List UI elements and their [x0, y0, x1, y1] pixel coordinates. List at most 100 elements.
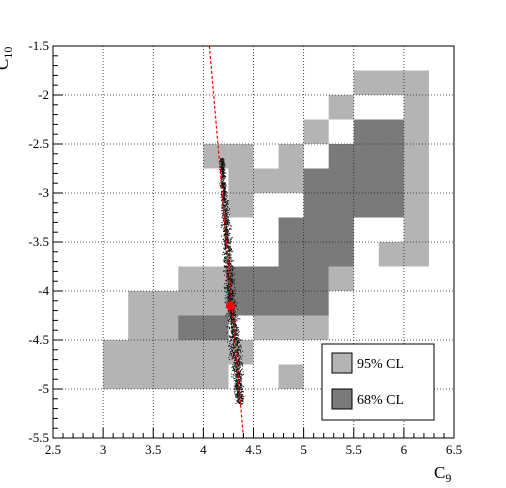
- scan-point: [231, 273, 233, 275]
- scan-point: [222, 175, 224, 177]
- scan-point: [230, 276, 232, 278]
- scan-point: [231, 353, 233, 355]
- scan-point: [223, 196, 225, 198]
- scan-point: [226, 212, 228, 214]
- scan-point: [227, 285, 229, 287]
- scan-point: [233, 353, 235, 355]
- scan-point: [228, 235, 230, 237]
- scan-point: [231, 291, 233, 293]
- scan-point: [232, 343, 234, 345]
- scan-point: [241, 385, 243, 387]
- scan-point: [225, 187, 227, 189]
- scan-point: [236, 319, 238, 321]
- x-tick-label: 3: [100, 442, 107, 457]
- scan-point: [239, 344, 241, 346]
- scan-point: [238, 369, 240, 371]
- scan-point: [224, 301, 226, 303]
- scan-point: [228, 245, 230, 247]
- scan-point: [230, 314, 232, 316]
- scan-point: [230, 336, 232, 338]
- scan-point: [235, 403, 237, 405]
- scan-point: [224, 212, 226, 214]
- scan-point: [223, 204, 225, 206]
- scan-point: [238, 376, 240, 378]
- scan-point: [235, 306, 237, 308]
- scan-point: [236, 341, 238, 343]
- scan-point: [233, 295, 235, 297]
- scan-point: [231, 273, 233, 275]
- scan-point: [226, 240, 228, 242]
- scan-point: [230, 299, 232, 301]
- x-tick-label: 5.5: [346, 442, 362, 457]
- scan-point: [234, 324, 236, 326]
- scan-point: [230, 329, 232, 331]
- scan-point: [226, 258, 228, 260]
- scan-point: [232, 313, 234, 315]
- scan-point: [226, 256, 228, 258]
- scan-point: [224, 258, 226, 260]
- scan-point: [226, 275, 228, 277]
- scan-point: [229, 247, 231, 249]
- scan-point: [224, 182, 226, 184]
- scan-point: [239, 366, 241, 368]
- scan-point: [231, 284, 233, 286]
- scan-point: [224, 206, 226, 208]
- scan-point: [227, 274, 229, 276]
- scan-point: [236, 376, 238, 378]
- scan-point: [225, 229, 227, 231]
- scan-point: [231, 271, 233, 273]
- scan-point: [226, 205, 228, 207]
- scan-point: [222, 177, 224, 179]
- scan-point: [237, 361, 239, 363]
- scan-point: [220, 185, 222, 187]
- scan-point: [222, 163, 224, 165]
- x-tick-label: 3.5: [145, 442, 161, 457]
- scan-point: [222, 171, 224, 173]
- scan-point: [240, 390, 242, 392]
- scan-point: [223, 187, 225, 189]
- scan-point: [222, 174, 224, 176]
- scan-point: [232, 374, 234, 376]
- scan-point: [230, 338, 232, 340]
- scan-point: [227, 313, 229, 315]
- scan-point: [225, 204, 227, 206]
- scan-point: [230, 314, 232, 316]
- scan-point: [231, 259, 233, 261]
- scan-point: [239, 392, 241, 394]
- scan-point: [221, 169, 223, 171]
- scan-point: [225, 218, 227, 220]
- scan-point: [237, 393, 239, 395]
- scan-point: [236, 400, 238, 402]
- scan-point: [235, 386, 237, 388]
- scan-point: [223, 214, 225, 216]
- scan-point: [231, 336, 233, 338]
- scan-point: [231, 332, 233, 334]
- scan-point: [232, 376, 234, 378]
- scan-point: [241, 362, 243, 364]
- scan-point: [229, 263, 231, 265]
- scan-point: [231, 251, 233, 253]
- scan-point: [238, 388, 240, 390]
- scan-point: [238, 390, 240, 392]
- scan-point: [227, 217, 229, 219]
- scan-point: [232, 282, 234, 284]
- scan-point: [224, 267, 226, 269]
- x-tick-label: 5: [300, 442, 307, 457]
- scan-point: [224, 182, 226, 184]
- scan-point: [239, 387, 241, 389]
- scan-point: [223, 184, 225, 186]
- scan-point: [237, 368, 239, 370]
- scan-point: [235, 338, 237, 340]
- scan-point: [233, 342, 235, 344]
- scan-point: [223, 161, 225, 163]
- scan-point: [223, 231, 225, 233]
- scan-point: [223, 197, 225, 199]
- scan-point: [228, 315, 230, 317]
- scan-point: [224, 219, 226, 221]
- scan-point: [223, 171, 225, 173]
- scan-point: [226, 292, 228, 294]
- scan-point: [220, 167, 222, 169]
- scan-point: [228, 284, 230, 286]
- scan-point: [221, 172, 223, 174]
- scan-point: [232, 281, 234, 283]
